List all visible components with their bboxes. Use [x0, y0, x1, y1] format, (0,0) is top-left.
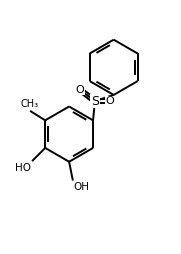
- Text: O: O: [75, 85, 84, 94]
- Text: O: O: [106, 96, 114, 106]
- Text: CH₃: CH₃: [21, 99, 39, 109]
- Text: HO: HO: [15, 163, 31, 173]
- Text: S: S: [91, 95, 99, 108]
- Text: OH: OH: [73, 182, 90, 192]
